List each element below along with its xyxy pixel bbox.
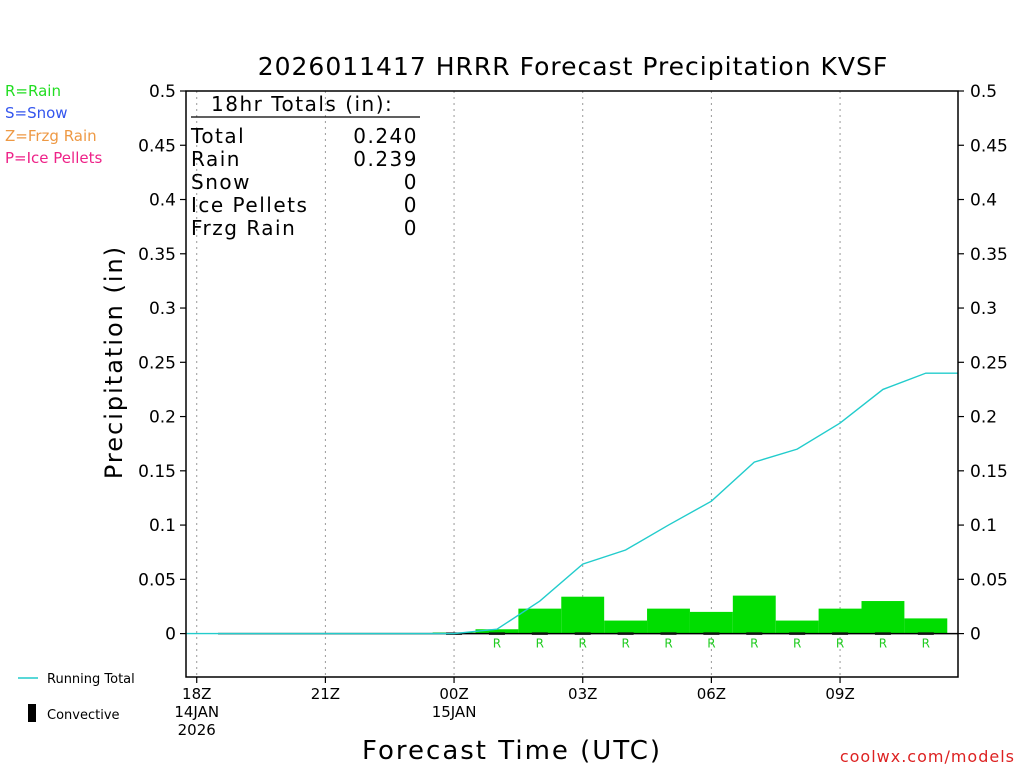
ytick-label-right-5: 0.25 — [970, 353, 1008, 373]
ytick-label-right-9: 0.45 — [970, 136, 1008, 156]
precip-bar-34 — [861, 601, 905, 634]
y-axis-left: 0 0.05 0.1 0.15 0.2 0.25 0.3 0.35 0.4 0.45 0.5 — [138, 82, 186, 645]
ytick-label-right-0: 0 — [970, 625, 981, 645]
legend-snow: S=Snow — [5, 104, 68, 122]
ptype-legend: R=Rain S=Snow Z=Frzg Rain P=Ice Pellets — [5, 82, 102, 167]
ytick-label-left-10: 0.5 — [149, 82, 176, 102]
ytick-label-right-2: 0.1 — [970, 516, 997, 536]
plot-frame — [185, 90, 959, 678]
legend-ice-pellets: P=Ice Pellets — [5, 149, 102, 167]
totals-value: 0.239 — [353, 147, 418, 171]
ytick-label-left-9: 0.45 — [138, 136, 176, 156]
xtick-label: 21Z — [311, 685, 340, 703]
ytick-label-left-8: 0.4 — [149, 191, 176, 211]
ytick-label-right-4: 0.2 — [970, 408, 997, 428]
totals-box: 18hr Totals (in): Total 0.240 Rain 0.239 Sno… — [190, 92, 420, 240]
ytick-label-left-7: 0.35 — [138, 245, 176, 265]
ptype-marker-28: R — [621, 637, 629, 651]
ytick-label-left-2: 0.1 — [149, 516, 176, 536]
ptype-marker-35: R — [922, 637, 930, 651]
vertical-gridlines — [196, 91, 841, 677]
ptype-marker-32: R — [793, 637, 801, 651]
xtick-label: 18Z — [182, 685, 211, 703]
totals-label: Frzg Rain — [191, 216, 296, 240]
precip-bar-35 — [904, 618, 948, 634]
ptype-marker-33: R — [836, 637, 844, 651]
ytick-label-left-6: 0.3 — [149, 299, 176, 319]
totals-value: 0.240 — [353, 124, 418, 148]
ytick-label-left-4: 0.2 — [149, 408, 176, 428]
totals-label: Snow — [191, 170, 251, 194]
xtick-label: 09Z — [825, 685, 854, 703]
convective-label: Convective — [47, 708, 120, 723]
precip-bar-32 — [775, 620, 819, 634]
legend-frzg-rain: Z=Frzg Rain — [5, 127, 97, 145]
ytick-label-left-1: 0.05 — [138, 570, 176, 590]
precip-bar-29 — [647, 608, 690, 634]
totals-value: 0 — [404, 216, 418, 240]
ptype-marker-34: R — [879, 637, 887, 651]
ytick-label-left-5: 0.25 — [138, 353, 176, 373]
precip-bar-28 — [604, 620, 648, 634]
y-axis-label: Precipitation (in) — [100, 245, 128, 479]
ytick-label-left-0: 0 — [165, 625, 176, 645]
totals-label: Rain — [191, 147, 241, 171]
precip-bar-30 — [689, 611, 733, 634]
ptype-marker-25: R — [493, 637, 501, 651]
ytick-label-right-1: 0.05 — [970, 570, 1008, 590]
xtick-label: 14JAN — [174, 703, 219, 721]
legend-rain: R=Rain — [5, 82, 61, 100]
x-axis-label: Forecast Time (UTC) — [362, 736, 662, 766]
precip-bar-26 — [518, 608, 562, 634]
xtick-label: 15JAN — [432, 703, 477, 721]
convective-swatch — [28, 704, 36, 722]
running-total-line — [186, 372, 958, 635]
ytick-label-right-8: 0.4 — [970, 191, 997, 211]
ptype-marker-30: R — [707, 637, 715, 651]
totals-label: Ice Pellets — [191, 193, 308, 217]
totals-value: 0 — [404, 193, 418, 217]
xtick-label: 2026 — [178, 721, 216, 739]
xtick-label: 03Z — [568, 685, 597, 703]
bottom-legend: Running Total Convective — [18, 672, 135, 723]
totals-value: 0 — [404, 170, 418, 194]
precip-bar-31 — [732, 595, 776, 634]
xtick-label: 06Z — [697, 685, 726, 703]
ptype-marker-29: R — [664, 637, 672, 651]
totals-label: Total — [190, 124, 245, 148]
ptype-marker-26: R — [536, 637, 544, 651]
ptype-marker-27: R — [579, 637, 587, 651]
ytick-label-right-10: 0.5 — [970, 82, 997, 102]
precip-bar-27 — [561, 596, 605, 634]
precip-bar-25 — [475, 629, 519, 634]
watermark: coolwx.com/models — [840, 747, 1015, 766]
ytick-label-right-6: 0.3 — [970, 299, 997, 319]
running-total-label: Running Total — [47, 672, 135, 687]
chart-title: 2026011417 HRRR Forecast Precipitation K… — [258, 52, 889, 81]
ptype-marker-31: R — [750, 637, 758, 651]
hourly-precip-bars — [432, 595, 948, 634]
ytick-label-left-3: 0.15 — [138, 462, 176, 482]
xtick-label: 00Z — [439, 685, 468, 703]
y-axis-right: 0 0.05 0.1 0.15 0.2 0.25 0.3 0.35 0.4 0.45 0.5 — [958, 82, 1008, 645]
ytick-label-right-7: 0.35 — [970, 245, 1008, 265]
precip-bar-33 — [818, 608, 862, 634]
ytick-label-right-3: 0.15 — [970, 462, 1008, 482]
totals-title: 18hr Totals (in): — [211, 92, 393, 116]
